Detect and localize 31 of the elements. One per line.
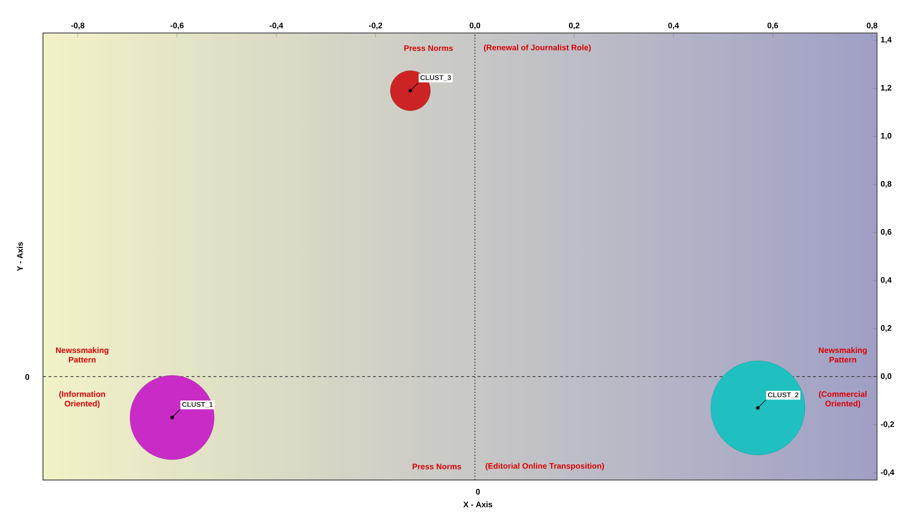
x-tick-label: 0,2: [568, 22, 580, 30]
annotation: Press Norms: [404, 45, 453, 51]
x-tick-label: 0,8: [866, 22, 878, 30]
y-axis-title: Y - Axis: [16, 242, 23, 272]
x-tick-label: 0,4: [668, 22, 679, 30]
y-tick-label: -0,2: [880, 421, 894, 428]
x-tick-label: -0,4: [270, 22, 284, 30]
y-tick-label: 1,4: [881, 36, 892, 44]
y-tick-label: -0,4: [880, 469, 894, 476]
annotation: (Information Oriented): [59, 391, 106, 408]
x-tick-label: 0,6: [768, 22, 778, 30]
x-tick-label: 0,0: [470, 22, 480, 30]
x-tick-label: -0,2: [369, 22, 382, 30]
x-tick-label: -0,8: [71, 22, 84, 30]
annotation: Newssmaking Pattern: [56, 347, 108, 363]
text: 0: [476, 488, 480, 495]
text: 0: [25, 374, 30, 380]
y-tick-label: 0,0: [880, 373, 892, 380]
annotation: (Renewal of Journalist Role): [484, 44, 591, 52]
annotation: (Editorial Online Transposition): [486, 462, 604, 470]
annotation: Newsmaking Pattern: [818, 347, 867, 363]
y-tick-label: 0,2: [880, 325, 892, 332]
y-tick-label: 1,0: [881, 132, 892, 140]
y-tick-label: 0,4: [880, 277, 892, 284]
annotation: (Commercial Oriented): [818, 391, 866, 408]
y-tick-label: 1,2: [881, 84, 892, 92]
y-tick-label: 0,6: [880, 229, 892, 236]
annotation: Press Norms: [412, 464, 462, 470]
x-tick-label: -0,6: [170, 22, 184, 30]
y-tick-label: 0,8: [880, 180, 892, 188]
x-axis-title: X - Axis: [463, 501, 492, 508]
